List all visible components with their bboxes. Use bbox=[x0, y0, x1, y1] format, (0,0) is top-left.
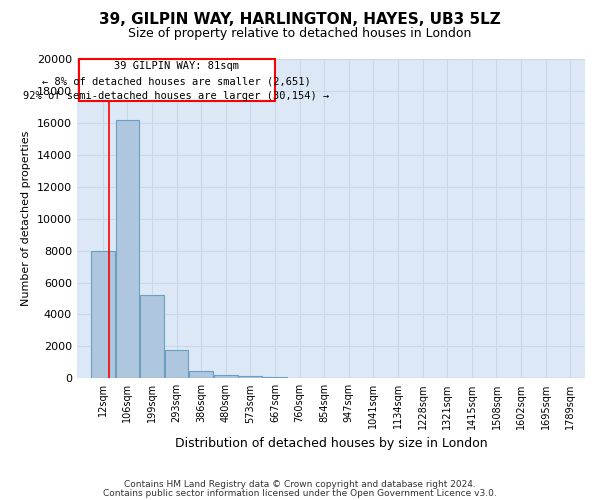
X-axis label: Distribution of detached houses by size in London: Distribution of detached houses by size … bbox=[175, 437, 487, 450]
Bar bbox=[263, 376, 287, 378]
Text: 39 GILPIN WAY: 81sqm
← 8% of detached houses are smaller (2,651)
92% of semi-det: 39 GILPIN WAY: 81sqm ← 8% of detached ho… bbox=[23, 62, 330, 101]
Bar bbox=[91, 250, 115, 378]
Bar bbox=[189, 371, 213, 378]
Bar bbox=[140, 296, 164, 378]
Text: 39, GILPIN WAY, HARLINGTON, HAYES, UB3 5LZ: 39, GILPIN WAY, HARLINGTON, HAYES, UB3 5… bbox=[99, 12, 501, 28]
Bar bbox=[116, 120, 139, 378]
Bar bbox=[165, 350, 188, 378]
Bar bbox=[238, 376, 262, 378]
Text: Contains HM Land Registry data © Crown copyright and database right 2024.: Contains HM Land Registry data © Crown c… bbox=[124, 480, 476, 489]
Y-axis label: Number of detached properties: Number of detached properties bbox=[21, 131, 31, 306]
Bar bbox=[214, 375, 238, 378]
Text: Size of property relative to detached houses in London: Size of property relative to detached ho… bbox=[128, 28, 472, 40]
FancyBboxPatch shape bbox=[79, 59, 275, 100]
Text: Contains public sector information licensed under the Open Government Licence v3: Contains public sector information licen… bbox=[103, 488, 497, 498]
